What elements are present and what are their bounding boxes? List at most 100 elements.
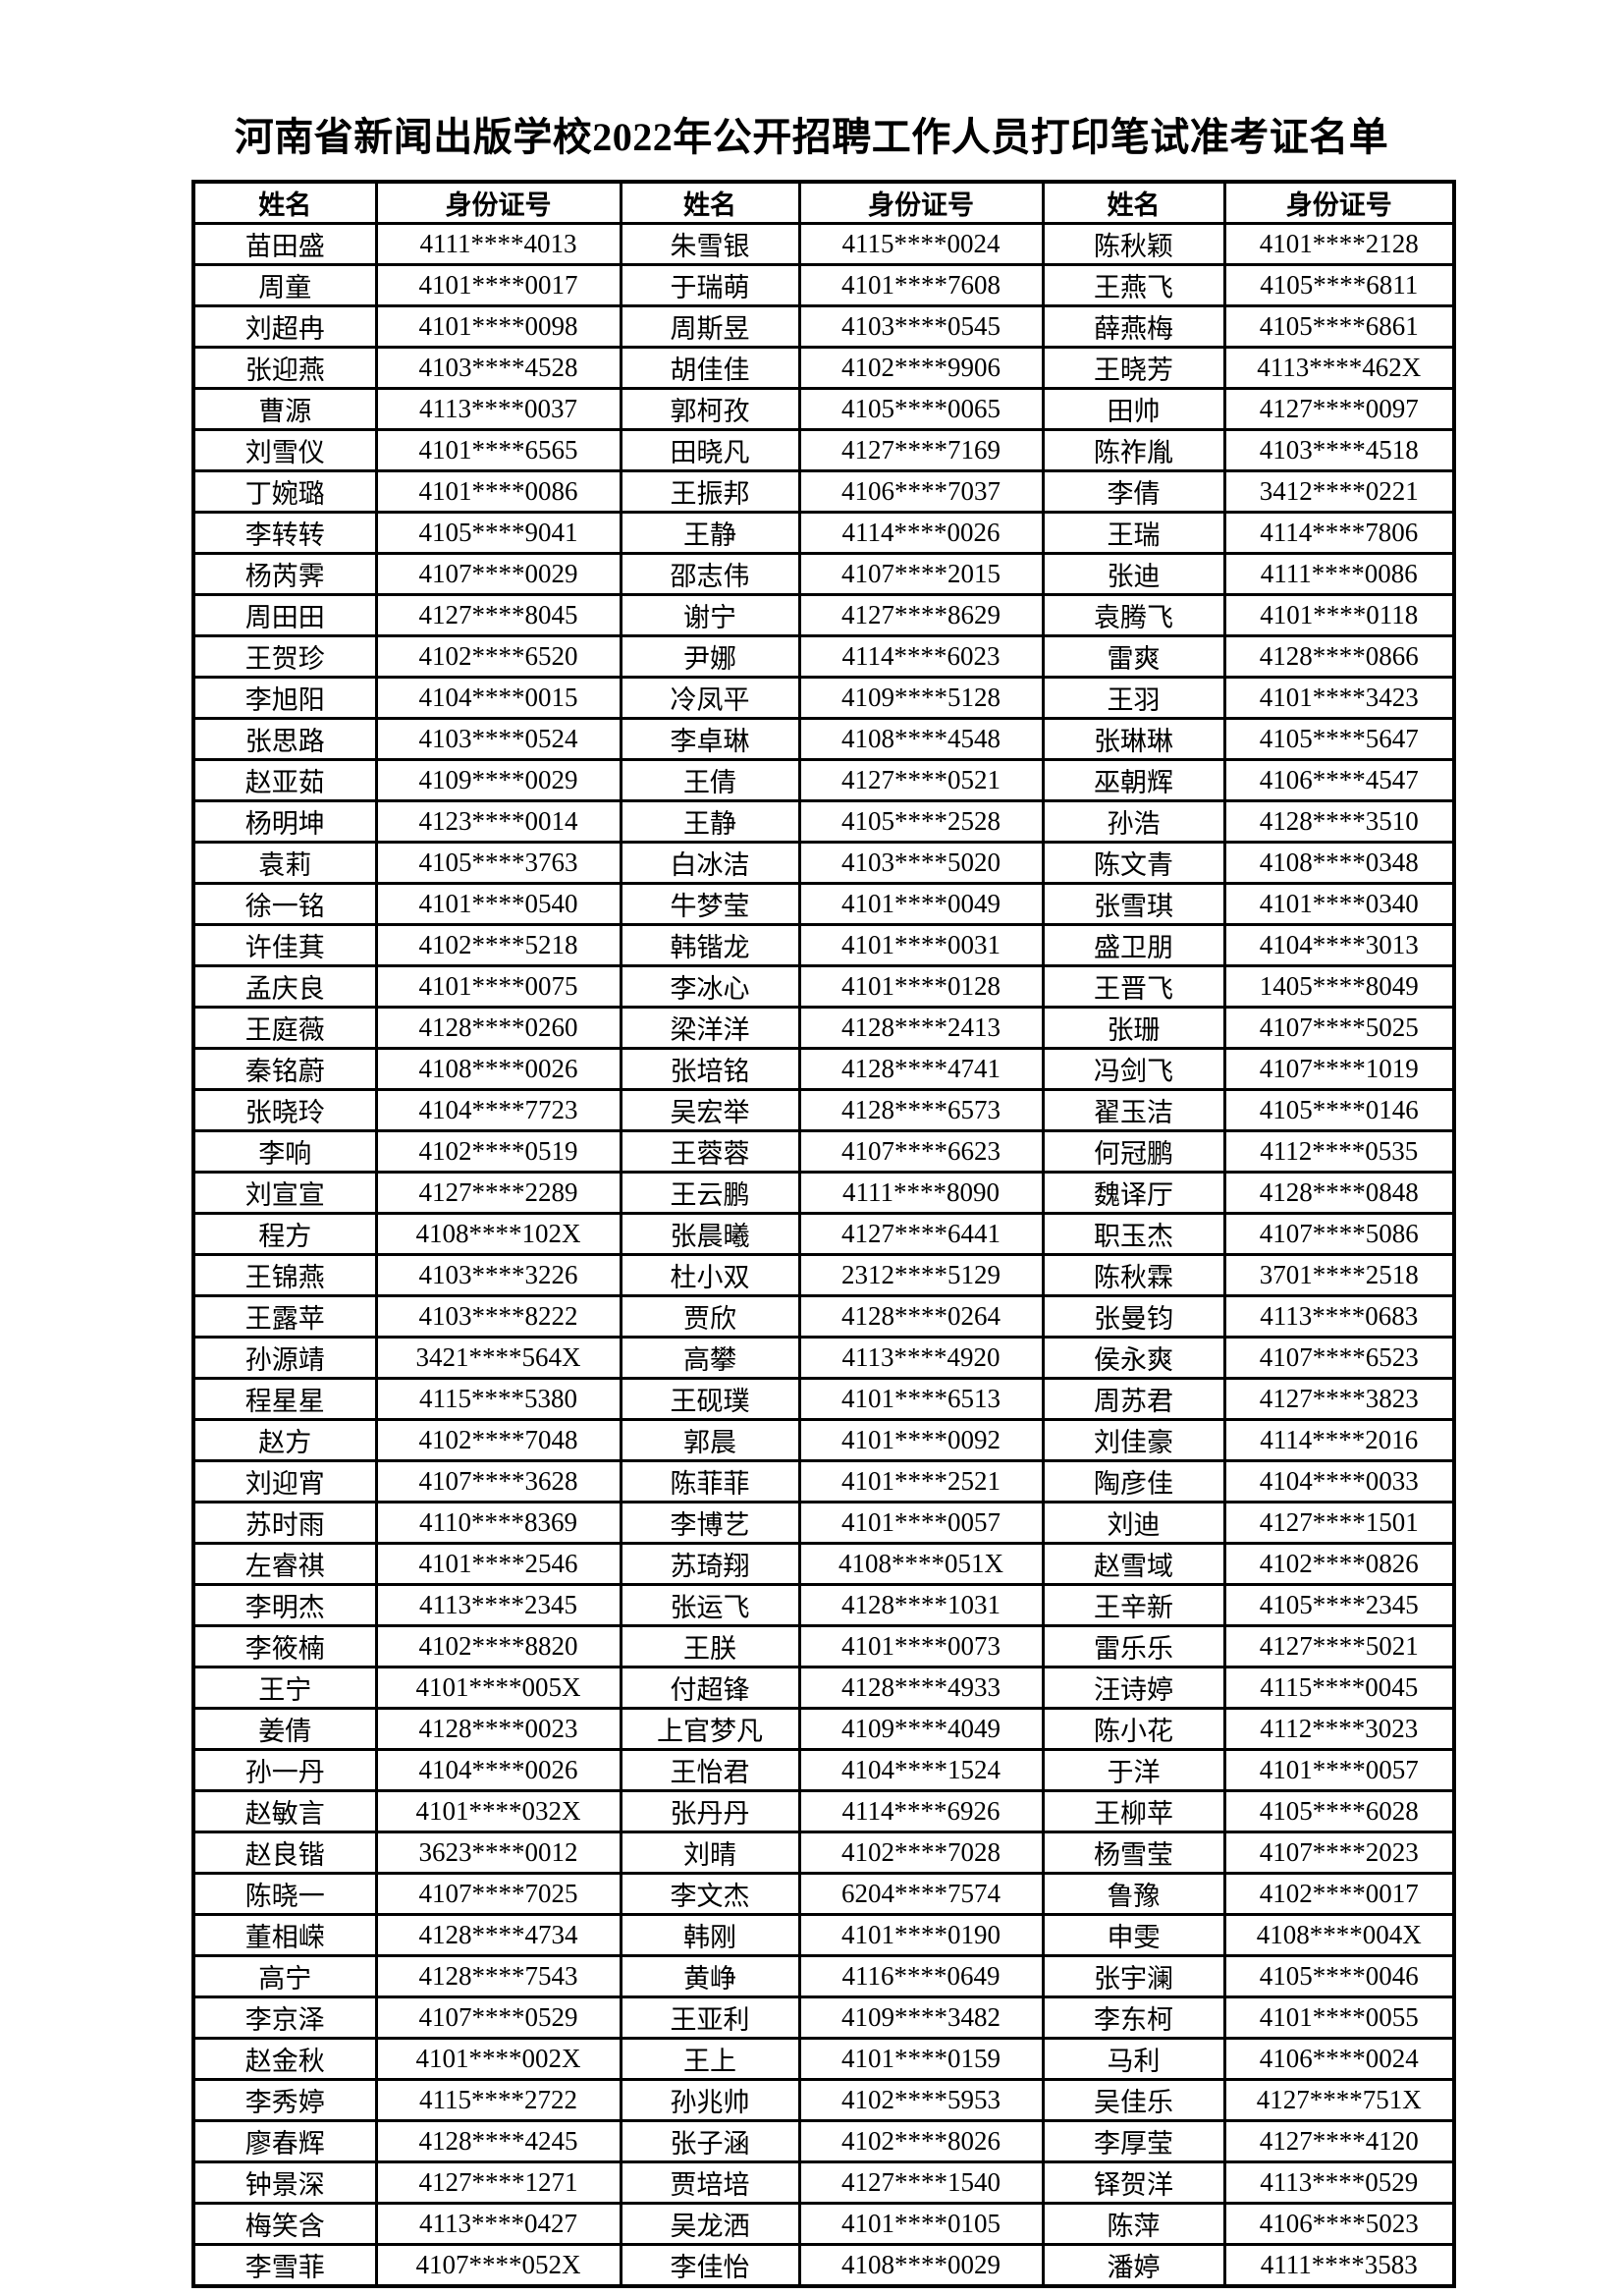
name-cell: 吴宏举 — [619, 1088, 801, 1132]
name-cell: 李倩 — [1041, 469, 1226, 514]
id-number-cell: 4107****052X — [374, 2243, 622, 2288]
name-cell: 上官梦凡 — [619, 1707, 801, 1751]
id-number-cell: 4128****0866 — [1222, 634, 1456, 679]
name-cell: 贾培培 — [619, 2160, 801, 2205]
table-row: 陈晓一 4107****7025 李文杰 6204****7574 鲁豫 4102****… — [191, 1872, 1456, 1916]
table-row: 杨芮霁 4107****0029 邵志伟 4107****2015 张迪 4111****… — [191, 552, 1456, 596]
name-cell: 于洋 — [1041, 1748, 1226, 1792]
name-cell: 陈祚胤 — [1041, 428, 1226, 472]
table-row: 李秀婷 4115****2722 孙兆帅 4102****5953 吴佳乐 4127***… — [191, 2078, 1456, 2122]
name-cell: 潘婷 — [1041, 2243, 1226, 2288]
name-cell: 苏时雨 — [191, 1501, 378, 1545]
id-number-cell: 4128****0260 — [374, 1006, 622, 1050]
name-cell: 王晓芳 — [1041, 346, 1226, 390]
id-number-cell: 4128****0848 — [1222, 1171, 1456, 1215]
id-number-cell: 4101****002X — [374, 2037, 622, 2081]
name-cell: 翟玉洁 — [1041, 1088, 1226, 1132]
table-row: 周童 4101****0017 于瑞萌 4101****7608 王燕飞 4105****… — [191, 263, 1456, 307]
id-number-cell: 4102****7048 — [374, 1418, 622, 1462]
id-number-cell: 4101****0128 — [797, 964, 1045, 1009]
id-number-cell: 4107****7025 — [374, 1872, 622, 1916]
name-cell: 刘宣宣 — [191, 1171, 378, 1215]
id-number-cell: 4105****6028 — [1222, 1789, 1456, 1833]
id-number-cell: 4102****7028 — [797, 1831, 1045, 1875]
table-row: 赵金秋 4101****002X 王上 4101****0159 马利 4106****0… — [191, 2037, 1456, 2081]
table-row: 赵亚茹 4109****0029 王倩 4127****0521 巫朝辉 4106****… — [191, 758, 1456, 802]
id-number-cell: 4105****0065 — [797, 387, 1045, 431]
id-number-cell: 4102****5218 — [374, 923, 622, 967]
name-cell: 张雪琪 — [1041, 882, 1226, 926]
id-number-cell: 4101****0055 — [1222, 1995, 1456, 2040]
name-cell: 马利 — [1041, 2037, 1226, 2081]
name-cell: 张宇澜 — [1041, 1954, 1226, 1998]
id-number-cell: 4103****5020 — [797, 841, 1045, 885]
name-cell: 李卓琳 — [619, 717, 801, 761]
table-row: 赵良锴 3623****0012 刘晴 4102****7028 杨雪莹 4107****… — [191, 1831, 1456, 1875]
id-number-cell: 4102****0826 — [1222, 1542, 1456, 1586]
id-number-cell: 3701****2518 — [1222, 1253, 1456, 1297]
name-cell: 吴佳乐 — [1041, 2078, 1226, 2122]
name-cell: 王砚璞 — [619, 1377, 801, 1421]
id-number-cell: 4112****3023 — [1222, 1707, 1456, 1751]
table-row: 王露苹 4103****8222 贾欣 4128****0264 张曼钧 4113****… — [191, 1294, 1456, 1339]
id-number-cell: 4106****7037 — [797, 469, 1045, 514]
name-cell: 侯永爽 — [1041, 1336, 1226, 1380]
id-number-cell: 4105****5647 — [1222, 717, 1456, 761]
id-number-cell: 4127****7169 — [797, 428, 1045, 472]
name-cell: 王辛新 — [1041, 1583, 1226, 1627]
name-cell: 程星星 — [191, 1377, 378, 1421]
id-number-cell: 4104****1524 — [797, 1748, 1045, 1792]
name-cell: 王瑞 — [1041, 511, 1226, 555]
name-cell: 陈萍 — [1041, 2202, 1226, 2246]
name-cell: 秦铭蔚 — [191, 1047, 378, 1091]
name-cell: 黄峥 — [619, 1954, 801, 1998]
name-cell: 于瑞萌 — [619, 263, 801, 307]
id-number-cell: 4115****0045 — [1222, 1666, 1456, 1710]
table-row: 李筱楠 4102****8820 王朕 4101****0073 雷乐乐 4127****… — [191, 1624, 1456, 1668]
name-cell: 汪诗婷 — [1041, 1666, 1226, 1710]
name-cell: 陈晓一 — [191, 1872, 378, 1916]
id-number-cell: 4128****3510 — [1222, 799, 1456, 844]
id-number-cell: 4107****1019 — [1222, 1047, 1456, 1091]
id-number-cell: 4108****0026 — [374, 1047, 622, 1091]
id-number-cell: 4106****0024 — [1222, 2037, 1456, 2081]
name-cell: 田晓凡 — [619, 428, 801, 472]
name-cell: 铎贺洋 — [1041, 2160, 1226, 2205]
table-row: 李雪菲 4107****052X 李佳怡 4108****0029 潘婷 4111****… — [191, 2243, 1456, 2288]
id-number-cell: 4107****2023 — [1222, 1831, 1456, 1875]
name-cell: 王倩 — [619, 758, 801, 802]
id-number-cell: 4104****0026 — [374, 1748, 622, 1792]
name-cell: 张珊 — [1041, 1006, 1226, 1050]
name-cell: 王静 — [619, 799, 801, 844]
id-number-cell: 4114****0026 — [797, 511, 1045, 555]
id-number-cell: 4127****2289 — [374, 1171, 622, 1215]
id-number-cell: 4106****4547 — [1222, 758, 1456, 802]
name-cell: 王亚利 — [619, 1995, 801, 2040]
table-row: 袁莉 4105****3763 白冰洁 4103****5020 陈文青 4108****… — [191, 841, 1456, 885]
id-number-cell: 4127****3823 — [1222, 1377, 1456, 1421]
id-number-cell: 4101****0049 — [797, 882, 1045, 926]
id-number-cell: 4107****3628 — [374, 1459, 622, 1503]
name-cell: 王上 — [619, 2037, 801, 2081]
id-number-cell: 4107****2015 — [797, 552, 1045, 596]
name-cell: 李冰心 — [619, 964, 801, 1009]
table-row: 左睿祺 4101****2546 苏琦翔 4108****051X 赵雪域 4102***… — [191, 1542, 1456, 1586]
id-number-cell: 4127****0097 — [1222, 387, 1456, 431]
table-row: 苏时雨 4110****8369 李博艺 4101****0057 刘迪 4127****… — [191, 1501, 1456, 1545]
name-cell: 盛卫朋 — [1041, 923, 1226, 967]
name-cell: 周童 — [191, 263, 378, 307]
id-number-cell: 4101****0159 — [797, 2037, 1045, 2081]
table-row: 李明杰 4113****2345 张运飞 4128****1031 王辛新 4105***… — [191, 1583, 1456, 1627]
name-cell: 张丹丹 — [619, 1789, 801, 1833]
table-row: 曹源 4113****0037 郭柯孜 4105****0065 田帅 4127****0… — [191, 387, 1456, 431]
id-number-cell: 4113****4920 — [797, 1336, 1045, 1380]
name-cell: 梅笑含 — [191, 2202, 378, 2246]
table-row: 孟庆良 4101****0075 李冰心 4101****0128 王晋飞 1405***… — [191, 964, 1456, 1009]
name-cell: 刘超冉 — [191, 304, 378, 349]
name-cell: 赵良锴 — [191, 1831, 378, 1875]
name-cell: 谢宁 — [619, 593, 801, 637]
id-number-cell: 4109****4049 — [797, 1707, 1045, 1751]
id-number-cell: 4128****1031 — [797, 1583, 1045, 1627]
id-number-cell: 4103****0524 — [374, 717, 622, 761]
id-number-cell: 4111****0086 — [1222, 552, 1456, 596]
